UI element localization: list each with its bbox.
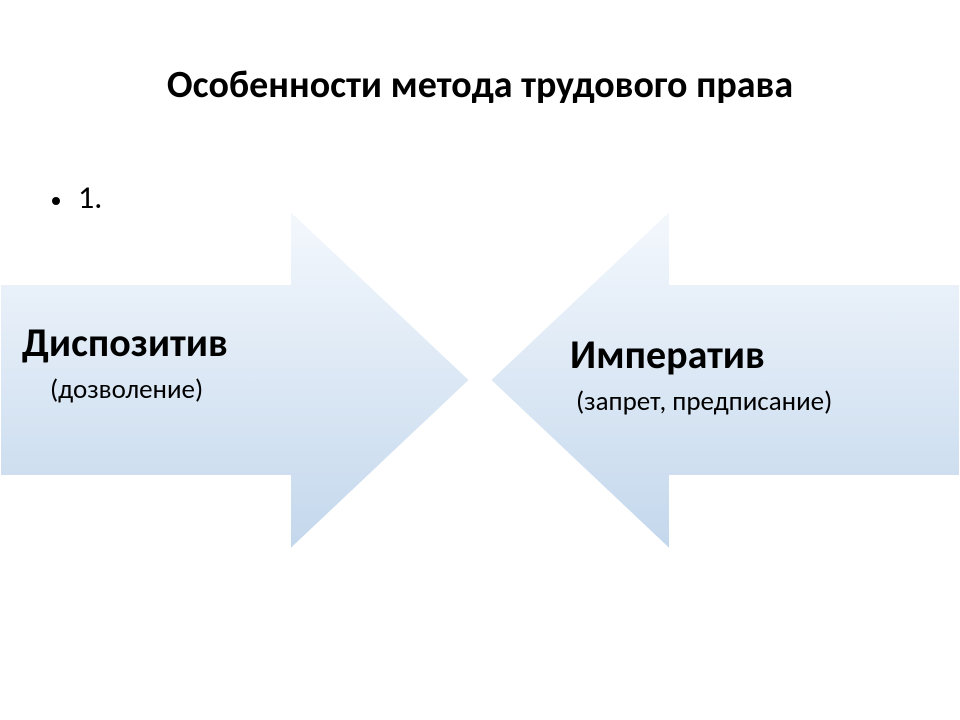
left-arrow-subtitle: (дозволение) <box>50 373 228 406</box>
right-arrow-title: Императив <box>570 330 832 379</box>
bullet-dot-icon <box>52 197 60 205</box>
right-arrow-subtitle: (запрет, предписание) <box>576 385 832 418</box>
left-arrow-label: Диспозитив (дозволение) <box>22 318 228 406</box>
right-arrow-label: Императив (запрет, предписание) <box>570 330 832 418</box>
slide-title: Особенности метода трудового права <box>0 62 960 108</box>
left-arrow-title: Диспозитив <box>22 318 228 367</box>
slide: Особенности метода трудового права 1. Ди… <box>0 0 960 720</box>
